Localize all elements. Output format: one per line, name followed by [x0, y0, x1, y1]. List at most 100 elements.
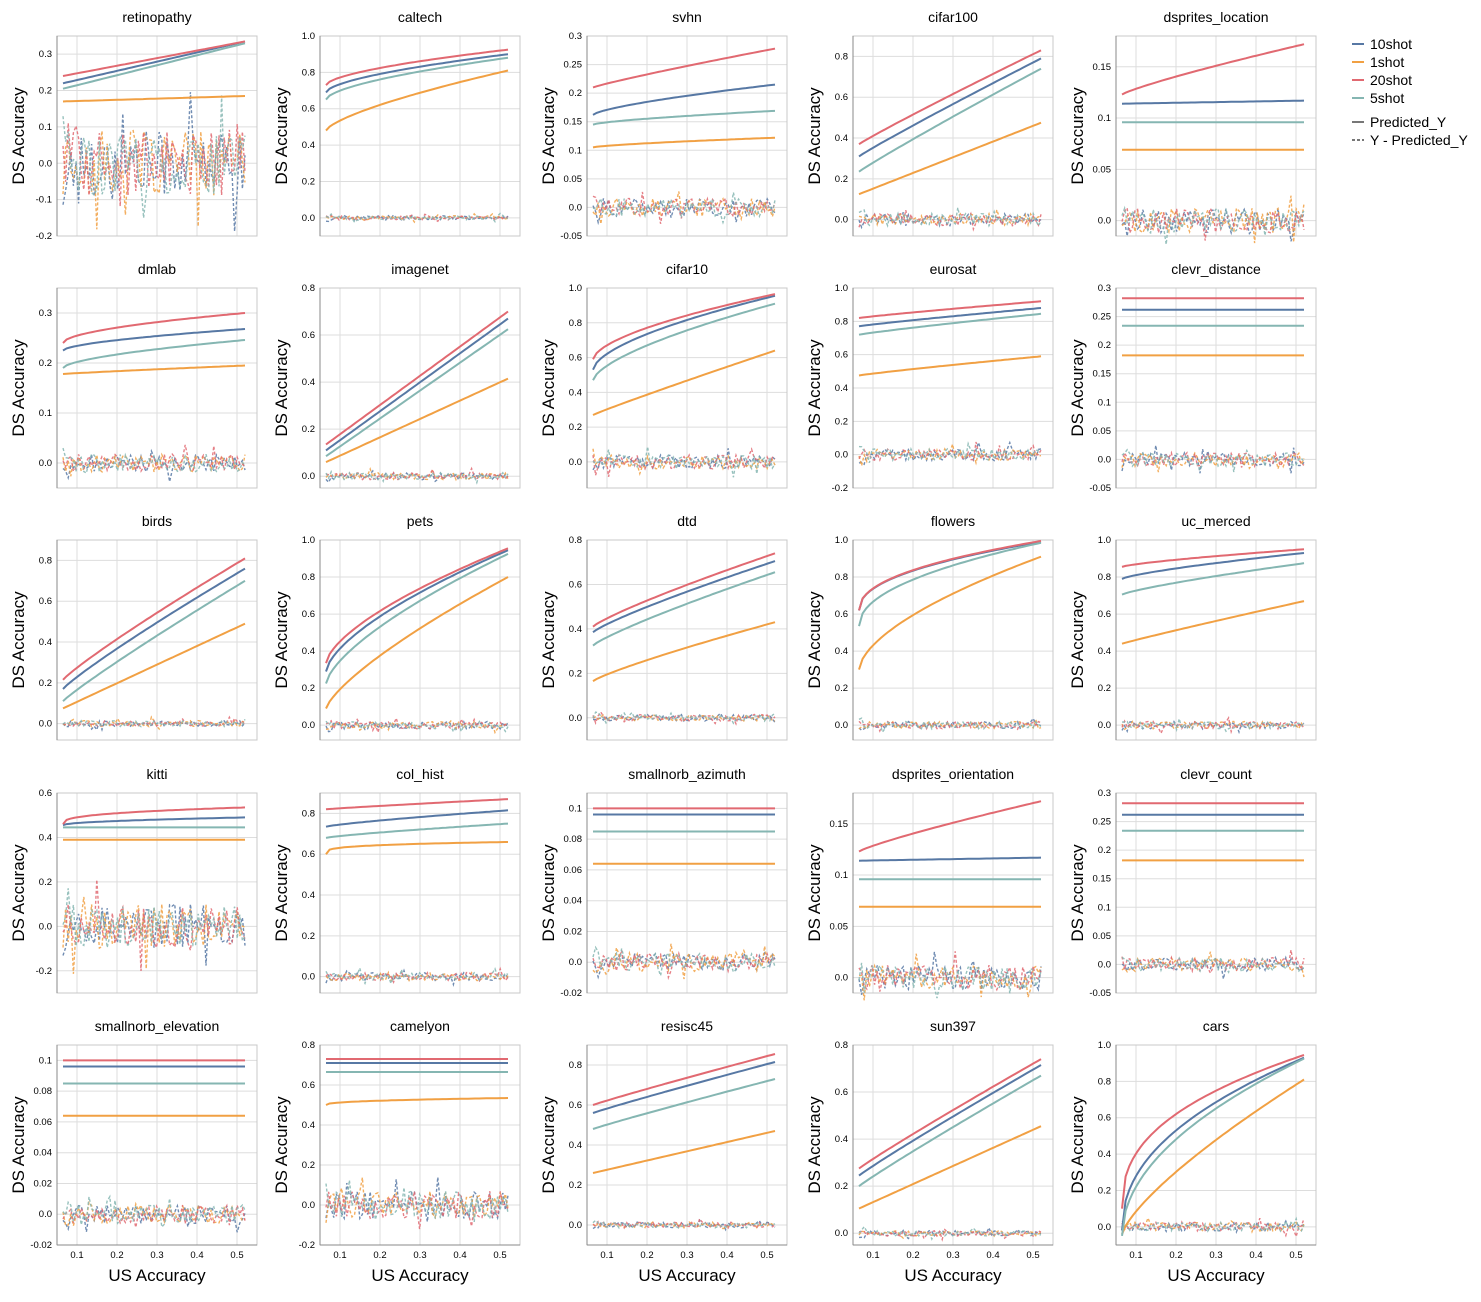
- subplot-clevr-count: -0.05 0.0 0.05 0.1 0.15 0.2 0.25 0.3 clevr_count…: [1068, 766, 1317, 999]
- subplot-title: dsprites_orientation: [892, 766, 1014, 782]
- y-tick-label: 0.8: [302, 572, 315, 583]
- subplot-title: uc_merced: [1181, 513, 1250, 529]
- predicted-line-20shot: [325, 798, 509, 811]
- y-tick-label: 0.8: [39, 555, 52, 566]
- y-tick-label: 0.0: [835, 973, 848, 984]
- x-tick-label: 0.5: [230, 1250, 243, 1261]
- x-axis-label: US Accuracy: [904, 1266, 1002, 1285]
- residual-line-5shot: [1121, 448, 1305, 473]
- y-tick-label: 0.1: [569, 803, 582, 814]
- y-tick-label: 0.3: [39, 49, 52, 60]
- predicted-line-5shot: [1121, 562, 1305, 596]
- subplot-title: clevr_count: [1180, 766, 1252, 782]
- y-axis-label: DS Accuracy: [805, 339, 824, 437]
- y-axis-label: DS Accuracy: [9, 844, 28, 942]
- y-tick-label: 0.4: [1098, 1149, 1111, 1160]
- y-tick-label: 0.6: [835, 92, 848, 103]
- subplot-title: caltech: [398, 9, 442, 25]
- y-tick-label: 0.0: [302, 471, 315, 482]
- predicted-line-10shot: [325, 53, 509, 94]
- y-tick-label: 0.1: [39, 122, 52, 133]
- subplot-title: camelyon: [390, 1018, 450, 1034]
- predicted-line-1shot: [62, 95, 246, 103]
- predicted-line-1shot: [325, 1097, 509, 1106]
- y-tick-label: 0.0: [302, 213, 315, 224]
- y-tick-label: 0.6: [1098, 1113, 1111, 1124]
- predicted-line-20shot: [592, 1053, 776, 1106]
- subplot-birds: 0.0 0.2 0.4 0.6 0.8 birds DS Accuracy: [9, 513, 258, 741]
- residual-line-1shot: [1121, 1216, 1305, 1234]
- y-tick-label: 0.0: [835, 450, 848, 461]
- predicted-line-20shot: [858, 49, 1042, 146]
- y-tick-label: 0.0: [302, 720, 315, 731]
- y-tick-label: 0.05: [830, 921, 849, 932]
- x-tick-label: 0.3: [946, 1250, 959, 1261]
- y-tick-label: 0.2: [1098, 340, 1111, 351]
- residual-line-20shot: [62, 444, 246, 473]
- y-tick-label: 0.6: [569, 579, 582, 590]
- predicted-line-20shot: [325, 48, 509, 86]
- y-tick-label: 1.0: [569, 283, 582, 294]
- y-axis-label: DS Accuracy: [805, 1096, 824, 1194]
- y-tick-label: 0.05: [564, 174, 583, 185]
- y-tick-label: 0.0: [835, 1228, 848, 1239]
- y-axis-label: DS Accuracy: [805, 87, 824, 185]
- legend-style-predicted: Predicted_Y: [1352, 114, 1447, 130]
- subplot-title: clevr_distance: [1171, 261, 1261, 277]
- predicted-line-1shot: [858, 355, 1042, 377]
- subplot-title: birds: [142, 513, 172, 529]
- predicted-line-1shot: [325, 841, 508, 855]
- y-tick-label: 0.04: [34, 1148, 53, 1159]
- y-tick-label: 0.2: [1098, 1185, 1111, 1196]
- predicted-line-20shot: [858, 539, 1042, 611]
- y-tick-label: 0.2: [302, 424, 315, 435]
- residual-line-1shot: [1121, 451, 1305, 473]
- y-tick-label: 0.2: [569, 668, 582, 679]
- predicted-line-20shot: [1121, 43, 1305, 96]
- subplot-svhn: -0.05 0.0 0.05 0.1 0.15 0.2 0.25 0.3 svhn DS Accu…: [539, 9, 788, 242]
- y-axis-label: DS Accuracy: [539, 591, 558, 689]
- predicted-line-20shot: [62, 806, 246, 825]
- residual-line-5shot: [858, 207, 1042, 228]
- predicted-line-5shot: [592, 1078, 776, 1130]
- y-tick-label: 0.4: [835, 646, 848, 657]
- x-tick-label: 0.4: [453, 1250, 466, 1261]
- y-axis-label: DS Accuracy: [1068, 844, 1087, 942]
- y-tick-label: 0.8: [302, 808, 315, 819]
- y-tick-label: -0.05: [560, 231, 582, 242]
- subplot-kitti: -0.2 0.0 0.2 0.4 0.6 kitti DS Accuracy: [9, 766, 258, 994]
- predicted-line-20shot: [858, 800, 1042, 853]
- residual-line-20shot: [325, 213, 509, 223]
- legend-style-residual: Y - Predicted_Y: [1352, 132, 1468, 148]
- y-tick-label: 0.0: [39, 158, 52, 169]
- y-tick-label: 0.3: [39, 308, 52, 319]
- y-axis-label: DS Accuracy: [272, 591, 291, 689]
- legend-item-1shot: 1shot: [1352, 54, 1404, 70]
- predicted-line-20shot: [592, 293, 776, 360]
- y-axis-label: DS Accuracy: [9, 591, 28, 689]
- subplot-title: kitti: [147, 766, 168, 782]
- predicted-line-10shot: [325, 809, 509, 828]
- subplot-title: imagenet: [391, 261, 449, 277]
- residual-line-20shot: [592, 950, 776, 981]
- subplot-title: smallnorb_azimuth: [628, 766, 746, 782]
- residual-line-5shot: [858, 441, 1042, 463]
- y-tick-label: 0.1: [835, 870, 848, 881]
- y-tick-label: 0.4: [302, 646, 315, 657]
- predicted-line-20shot: [1121, 1054, 1305, 1209]
- y-tick-label: 0.0: [1098, 1222, 1111, 1233]
- y-tick-label: 0.02: [34, 1178, 53, 1189]
- subplot-title: pets: [407, 513, 433, 529]
- predicted-line-10shot: [62, 328, 246, 352]
- y-tick-label: 0.06: [34, 1117, 53, 1128]
- predicted-line-1shot: [858, 121, 1042, 196]
- predicted-line-10shot: [1121, 1056, 1305, 1231]
- y-tick-label: 0.0: [569, 713, 582, 724]
- y-tick-label: 0.4: [835, 383, 848, 394]
- subplot-smallnorb-azimuth: -0.02 0.0 0.02 0.04 0.06 0.08 0.1 smallnorb_azi…: [539, 766, 788, 999]
- residual-line-10shot: [325, 1177, 509, 1222]
- y-tick-label: 0.0: [1098, 720, 1111, 731]
- y-tick-label: 0.6: [302, 609, 315, 620]
- y-tick-label: 0.25: [1093, 312, 1112, 323]
- residual-line-5shot: [62, 718, 246, 728]
